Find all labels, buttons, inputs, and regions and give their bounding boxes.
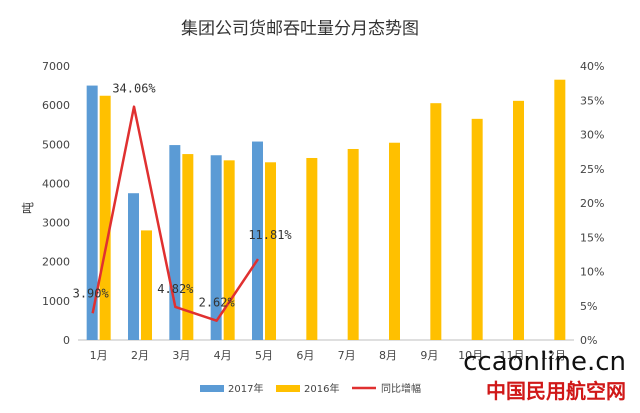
bar-2017年-4月 [210,155,222,340]
x-tick-label: 12月 [541,349,566,362]
y-tick-label: 4000 [42,177,70,190]
growth-data-label: 3.90% [73,286,110,300]
x-tick-label: 2月 [131,349,149,362]
y2-tick-label: 30% [580,129,604,142]
bars-group [86,79,566,341]
x-tick-label: 10月 [458,349,483,362]
bar-2017年-3月 [169,145,181,340]
y2-tick-label: 20% [580,197,604,210]
y-tick-label: 6000 [42,99,70,112]
y-tick-label: 7000 [42,60,70,73]
x-tick-label: 7月 [338,349,356,362]
bar-2016年-6月 [306,157,318,340]
bar-2016年-8月 [389,142,400,340]
bar-2016年-2月 [141,230,152,340]
watermark-domain: ccaonline.cn [463,347,626,377]
legend-swatch-2016 [276,385,300,392]
y2-tick-label: 25% [580,163,604,176]
x-tick-label: 9月 [420,349,438,362]
watermark-site-name: 中国民用航空网 [486,379,626,403]
y2-tick-label: 10% [580,266,604,279]
growth-data-label: 34.06% [112,82,156,96]
legend-label-2016: 2016年 [304,382,339,395]
y-tick-label: 5000 [42,138,70,151]
bar-2016年-5月 [265,162,276,340]
left-axis-ticks: 0 1000 2000 3000 4000 5000 6000 7000 [42,60,70,347]
bar-2017年-2月 [128,193,139,340]
bar-2016年-12月 [554,79,566,340]
y-tick-label: 0 [63,334,70,347]
y2-tick-label: 35% [580,94,604,107]
bar-2016年-9月 [430,103,442,340]
bar-2017年-1月 [86,85,98,340]
x-tick-label: 5月 [255,349,273,362]
x-tick-label: 1月 [90,349,108,362]
growth-data-label: 11.81% [248,228,292,242]
x-tick-label: 6月 [296,349,314,362]
right-axis-ticks: 0% 5% 10% 15% 20% 25% 30% 35% 40% [580,60,604,347]
legend-swatch-2017 [200,385,224,392]
bar-2017年-5月 [252,141,263,340]
bar-2016年-11月 [513,100,524,340]
growth-data-label: 2.62% [199,296,236,310]
bar-2016年-3月 [182,154,194,340]
bar-2016年-4月 [223,160,235,340]
y-tick-label: 3000 [42,217,70,230]
x-tick-label: 4月 [214,349,232,362]
y2-tick-label: 40% [580,60,604,73]
y-axis-label: 吨 [21,202,35,214]
bar-2016年-10月 [471,118,483,340]
y-tick-label: 1000 [42,295,70,308]
x-tick-label: 11月 [500,349,525,362]
growth-data-labels: 3.90% 34.06% 4.82% 2.62% 11.81% [73,82,293,310]
y2-tick-label: 5% [580,300,597,313]
legend-label-growth: 同比增幅 [381,382,421,395]
y2-tick-label: 15% [580,231,604,244]
growth-line-series [91,105,260,322]
y-tick-label: 2000 [42,256,70,269]
legend-label-2017: 2017年 [228,382,263,395]
bar-2016年-7月 [347,148,359,340]
legend: 2017年 2016年 同比增幅 [200,382,421,395]
growth-data-label: 4.82% [157,282,194,296]
x-tick-label: 3月 [172,349,190,362]
x-tick-label: 8月 [379,349,397,362]
y2-tick-label: 0% [580,334,597,347]
bar-2016年-1月 [99,95,111,341]
category-axis-ticks: 1月 2月 3月 4月 5月 6月 7月 8月 9月 10月 11月 12月 [90,349,566,362]
chart-title: 集团公司货邮吞吐量分月态势图 [181,19,419,39]
